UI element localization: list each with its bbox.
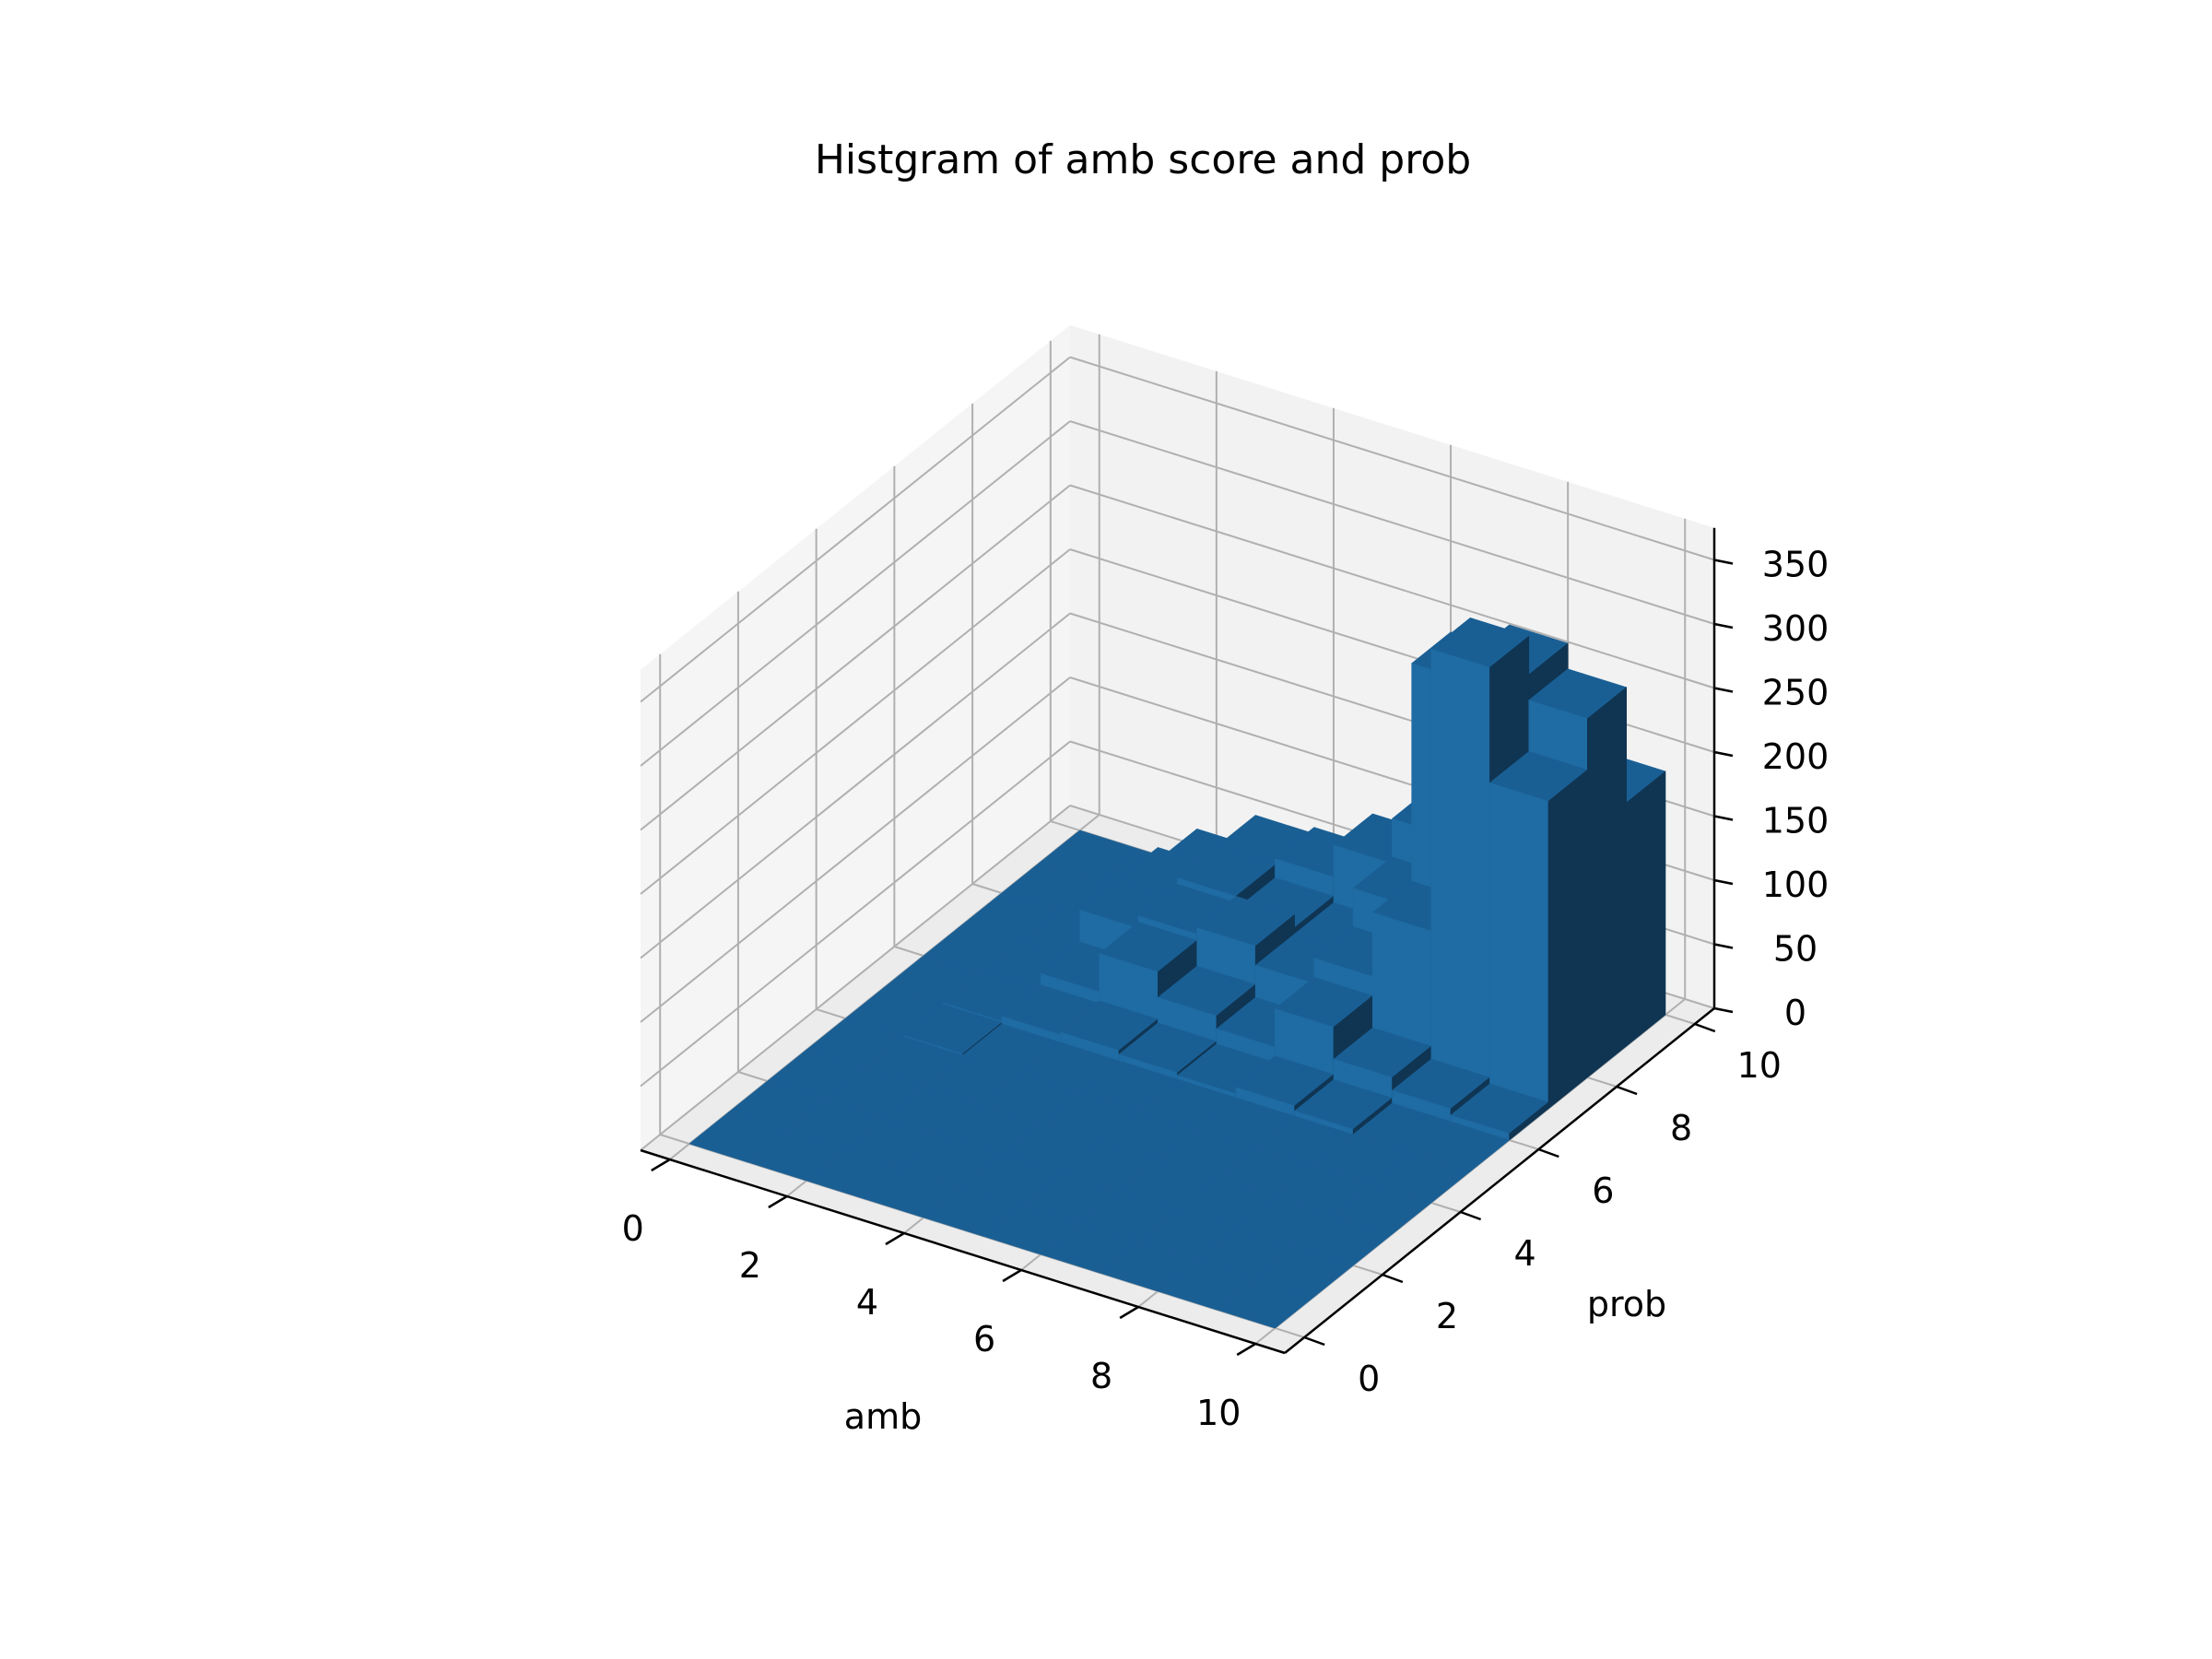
y-tick (1303, 1335, 1325, 1347)
bar-front (1430, 648, 1490, 1091)
bar (1488, 751, 1588, 1110)
z-tick-label: 150 (1762, 801, 1830, 841)
backwall-gridline-z (1069, 484, 1715, 689)
bar (1450, 1083, 1549, 1141)
z-tick (1713, 559, 1734, 565)
z-tick-label: 50 (1773, 929, 1818, 970)
z-tick (1713, 943, 1734, 949)
x-tick (1002, 1268, 1022, 1283)
x-tick (768, 1194, 788, 1209)
z-tick-label: 350 (1762, 545, 1830, 585)
sidewall-gridline-z (640, 420, 1071, 767)
x-tick-label: 6 (973, 1319, 995, 1359)
x-tick (885, 1231, 905, 1246)
sidewall-gridline-z (640, 805, 1071, 1151)
x-axis-line (640, 1148, 1286, 1355)
bar-front (1489, 782, 1549, 1110)
x-tick (1236, 1342, 1256, 1357)
bar (1216, 1277, 1315, 1329)
bar (1274, 977, 1373, 1086)
sidewall-gridline-z (640, 356, 1071, 703)
x-tick-label: 10 (1196, 1393, 1241, 1433)
z-tick-label: 0 (1784, 993, 1806, 1033)
z-tick-label: 300 (1762, 608, 1830, 649)
sidewall-gridline-z (640, 548, 1071, 895)
z-tick-label: 200 (1762, 736, 1830, 777)
y-tick (1460, 1210, 1482, 1221)
y-tick (1537, 1147, 1559, 1159)
z-tick (1713, 1006, 1734, 1014)
bar-side (1547, 769, 1588, 1110)
y-axis-label: prob (1587, 1284, 1666, 1324)
x-tick (651, 1158, 671, 1172)
x-axis-label: amb (844, 1396, 922, 1437)
y-tick-label: 8 (1670, 1108, 1692, 1148)
bar (1293, 1079, 1394, 1135)
side-wall-pane (641, 324, 1070, 1150)
x-tick-label: 4 (856, 1282, 878, 1323)
y-axis-line (1284, 1007, 1715, 1354)
x-tick-label: 8 (1090, 1356, 1112, 1396)
bar-side (1509, 1101, 1549, 1141)
backwall-gridline-z (1069, 420, 1715, 625)
x-tick-label: 0 (622, 1208, 644, 1249)
bar-side (1587, 687, 1627, 1078)
z-tick-label: 250 (1762, 673, 1830, 713)
sidewall-gridline-z (640, 612, 1071, 959)
z-tick (1713, 878, 1734, 886)
chart-title: Histgram of amb score and prob (815, 136, 1471, 183)
y-tick (1382, 1273, 1404, 1284)
z-tick (1713, 815, 1734, 821)
y-tick-label: 0 (1358, 1359, 1380, 1399)
z-tick (1713, 622, 1734, 629)
z-tick-label: 100 (1762, 865, 1830, 905)
x-tick-label: 2 (739, 1245, 761, 1286)
bar-side (1626, 771, 1666, 1047)
y-tick-label: 10 (1737, 1045, 1782, 1086)
y-tick-label: 4 (1514, 1233, 1536, 1274)
y-tick-label: 2 (1436, 1296, 1458, 1336)
sidewall-gridline-z (640, 677, 1071, 1023)
sidewall-gridline-z (640, 484, 1071, 831)
backwall-gridline-z (1069, 356, 1715, 561)
bar-top (1216, 1277, 1315, 1329)
bars (688, 617, 1666, 1329)
z-tick (1713, 750, 1734, 758)
x-tick (1119, 1305, 1139, 1320)
y-tick-label: 6 (1592, 1171, 1614, 1211)
z-tick (1713, 687, 1734, 693)
sidewall-gridline-z (640, 740, 1071, 1088)
y-tick (1616, 1085, 1638, 1096)
y-tick (1694, 1022, 1716, 1033)
